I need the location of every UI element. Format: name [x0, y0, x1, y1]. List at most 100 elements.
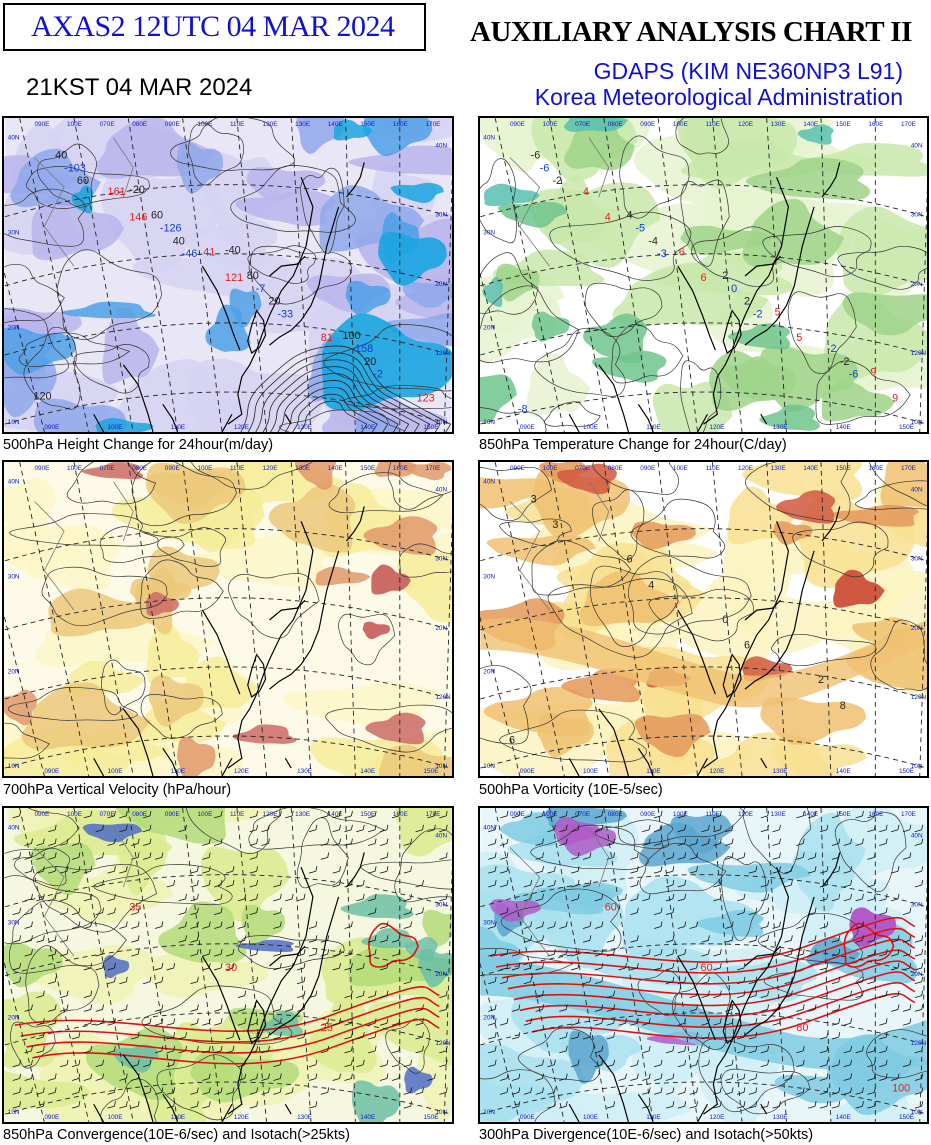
lon-bottom-label: 130E — [773, 1114, 788, 1121]
lat-right-label: 40N — [911, 143, 923, 150]
min-value-label: -103 — [64, 162, 86, 174]
lon-top-label: 100E — [673, 121, 688, 128]
min-value-label: -46 — [182, 248, 198, 260]
lon-top-label: 100E — [67, 121, 82, 128]
coastlines — [34, 137, 365, 432]
contour-label: 8 — [840, 700, 846, 712]
map-panel-300hpa-divergence-isotach[interactable]: 090E 100E 070E 080E 090E 100E 110E 120E 130E 140E… — [478, 806, 929, 1124]
lon-bottom-label: 110E — [646, 768, 661, 775]
lon-top-label: 110E — [230, 811, 245, 818]
lat-right-label: 120N — [911, 694, 927, 701]
lat-right-label: 10N — [911, 419, 923, 426]
max-value-label: 4 — [605, 212, 611, 224]
lon-bottom-label: 150E — [899, 1114, 914, 1121]
lon-top-label: 150E — [360, 465, 375, 472]
min-value-label: -2 — [373, 369, 383, 381]
lon-bottom-label: 100E — [108, 424, 123, 431]
lon-bottom-label: 110E — [171, 1114, 186, 1121]
lon-top-label: 100E — [543, 811, 558, 818]
lat-right-label: 120N — [435, 694, 451, 701]
min-value-label: 0 — [731, 283, 737, 295]
lon-bottom-label: 120E — [709, 424, 724, 431]
max-value-label: 60 — [701, 962, 713, 974]
contour-label: 20 — [268, 296, 280, 308]
lon-bottom-label: 090E — [44, 424, 59, 431]
map-panel-500hpa-height-change[interactable]: 090E 100E 070E 080E 090E 100E 110E 120E 130E 140E… — [2, 116, 454, 434]
lon-top-label: 140E — [328, 811, 343, 818]
lon-bottom-label: 100E — [583, 768, 598, 775]
min-value-label: -2 — [753, 308, 763, 320]
lon-top-label: 170E — [901, 465, 916, 472]
lon-top-label: 080E — [132, 465, 147, 472]
lon-top-label: 100E — [197, 811, 212, 818]
contour-label: -2 — [840, 356, 850, 368]
map-svg: 090E 100E 070E 080E 090E 100E 110E 120E 130E 140E… — [4, 462, 452, 776]
lon-top-label: 080E — [132, 811, 147, 818]
contour-label: -2 — [552, 175, 562, 187]
lon-top-label: 100E — [673, 811, 688, 818]
lon-top-label: 100E — [543, 121, 558, 128]
lon-top-label: 120E — [263, 121, 278, 128]
lat-right-label: 120N — [435, 1040, 451, 1047]
contour-lines — [480, 118, 927, 432]
lon-top-label: 110E — [705, 811, 720, 818]
map-panel-500hpa-vorticity[interactable]: 090E 100E 070E 080E 090E 100E 110E 120E 130E 140E… — [478, 460, 929, 778]
lat-left-label: 30N — [483, 574, 495, 581]
lat-right-label: 20N — [435, 971, 447, 978]
max-value-label: 4 — [583, 186, 589, 198]
max-value-label: 6 — [679, 246, 685, 258]
lon-top-label: 070E — [575, 811, 590, 818]
model-name: GDAPS (KIM NE360NP3 L91) — [593, 58, 903, 84]
axis-labels: 090E 100E 070E 080E 090E 100E 110E 120E 130E 140E… — [483, 121, 926, 431]
lat-left-label: 30N — [483, 920, 495, 927]
agency-name: Korea Meteorological Administration — [534, 84, 903, 110]
lon-top-label: 170E — [901, 811, 916, 818]
contour-label: 2 — [722, 270, 728, 282]
contour-label: 3 — [531, 493, 537, 505]
value-labels: 60 60 80 100 — [605, 902, 910, 1095]
lon-bottom-label: 150E — [899, 424, 914, 431]
max-value-label: 60 — [605, 902, 617, 914]
lon-top-label: 080E — [608, 465, 623, 472]
map-svg: 090E 100E 070E 080E 090E 100E 110E 120E 130E 140E… — [480, 118, 927, 432]
lon-top-label: 130E — [771, 465, 786, 472]
lon-top-label: 080E — [608, 811, 623, 818]
lon-top-label: 100E — [673, 465, 688, 472]
lon-top-label: 150E — [360, 811, 375, 818]
max-value-label: 81 — [321, 332, 333, 344]
contour-lines — [480, 462, 927, 763]
lon-top-label: 120E — [738, 121, 753, 128]
max-value-label: 5 — [775, 306, 781, 318]
lon-top-label: 090E — [34, 121, 49, 128]
lon-top-label: 160E — [868, 465, 883, 472]
max-value-label: 146 — [129, 212, 147, 224]
contour-label: 40 — [55, 149, 67, 161]
contour-label: 0 — [722, 614, 728, 626]
lat-lon-grid — [480, 462, 927, 776]
lon-top-label: 160E — [868, 811, 883, 818]
max-value-label: 30 — [225, 962, 237, 974]
coastlines — [509, 137, 841, 432]
lat-left-label: 30N — [8, 230, 20, 237]
lat-left-label: 20N — [8, 1014, 20, 1021]
lat-left-label: 10N — [8, 1109, 20, 1116]
lon-bottom-label: 150E — [424, 424, 439, 431]
min-value-label: -8 — [518, 403, 528, 415]
lon-top-label: 160E — [393, 811, 408, 818]
map-panel-850hpa-convergence-isotach[interactable]: 090E 100E 070E 080E 090E 100E 110E 120E 130E 140E… — [2, 806, 454, 1124]
caption-850hpa-temperature-change: 850hPa Temperature Change for 24hour(C/d… — [479, 437, 787, 453]
lat-left-label: 20N — [483, 324, 495, 331]
map-svg: 090E 100E 070E 080E 090E 100E 110E 120E 130E 140E… — [4, 118, 452, 432]
map-panel-700hpa-vertical-velocity[interactable]: 090E 100E 070E 080E 090E 100E 110E 120E 130E 140E… — [2, 460, 454, 778]
lat-left-label: 10N — [8, 763, 20, 770]
lat-left-label: 30N — [8, 574, 20, 581]
lon-top-label: 150E — [360, 121, 375, 128]
max-value-label: 6 — [701, 272, 707, 284]
caption-300hpa-divergence-isotach: 300hPa Divergence(10E-6/sec) and Isotach… — [479, 1127, 814, 1143]
lon-top-label: 140E — [803, 121, 818, 128]
lat-left-label: 20N — [483, 1014, 495, 1021]
lat-left-label: 10N — [483, 419, 495, 426]
map-panel-850hpa-temperature-change[interactable]: 090E 100E 070E 080E 090E 100E 110E 120E 130E 140E… — [478, 116, 929, 434]
axis-labels: 090E 100E 070E 080E 090E 100E 110E 120E 130E 140E… — [483, 465, 926, 775]
lon-top-label: 090E — [165, 811, 180, 818]
